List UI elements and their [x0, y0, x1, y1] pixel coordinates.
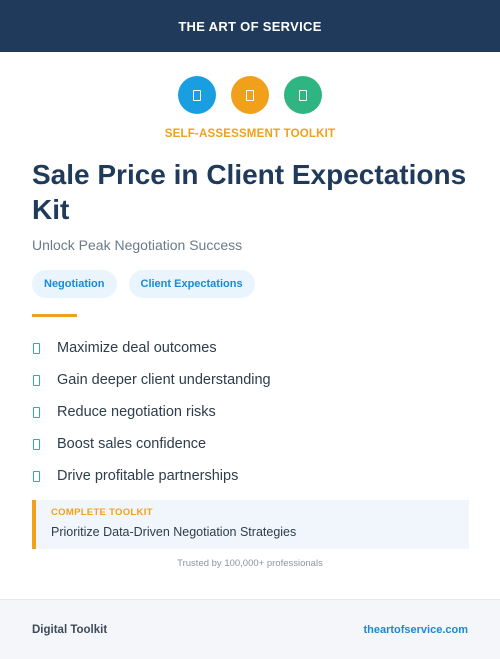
- list-item: Gain deeper client understanding: [32, 364, 271, 396]
- list-item: Reduce negotiation risks: [32, 396, 271, 428]
- check-icon: [33, 342, 40, 354]
- check-icon: [33, 438, 40, 450]
- eyebrow-label: SELF-ASSESSMENT TOOLKIT: [164, 128, 336, 140]
- callout-label: COMPLETE TOOLKIT: [51, 507, 153, 518]
- list-item: Boost sales confidence: [32, 428, 271, 460]
- footer-website-link[interactable]: theartofservice.com: [363, 623, 468, 636]
- site-header: THE ART OF SERVICE: [0, 0, 500, 52]
- toolkit-callout: COMPLETE TOOLKIT Prioritize Data-Driven …: [32, 500, 469, 549]
- accent-divider: [32, 314, 77, 317]
- tag-list: Negotiation Client Expectations: [32, 270, 255, 298]
- feature-icons: [0, 76, 500, 114]
- tag-negotiation[interactable]: Negotiation: [32, 270, 117, 298]
- footer-product-type: Digital Toolkit: [32, 623, 108, 636]
- check-icon: [33, 374, 40, 386]
- brand-name: THE ART OF SERVICE: [178, 18, 322, 34]
- tag-client-expectations[interactable]: Client Expectations: [128, 270, 255, 298]
- benefit-text: Drive profitable partnerships: [57, 468, 239, 484]
- list-item: Maximize deal outcomes: [32, 332, 271, 364]
- benefit-text: Reduce negotiation risks: [57, 404, 216, 420]
- trust-note: Trusted by 100,000+ professionals: [177, 558, 323, 569]
- site-footer: Digital Toolkit theartofservice.com: [0, 599, 500, 659]
- benefit-list: Maximize deal outcomes Gain deeper clien…: [32, 332, 271, 492]
- callout-text: Prioritize Data-Driven Negotiation Strat…: [51, 525, 297, 539]
- benefit-text: Gain deeper client understanding: [57, 372, 271, 388]
- check-icon: [33, 406, 40, 418]
- document-icon: [178, 76, 216, 114]
- page-subtitle: Unlock Peak Negotiation Success: [32, 237, 243, 253]
- list-item: Drive profitable partnerships: [32, 460, 271, 492]
- benefit-text: Maximize deal outcomes: [57, 340, 217, 356]
- clipboard-icon: [231, 76, 269, 114]
- page-title: Sale Price in Client Expectations Kit: [32, 159, 467, 225]
- benefit-text: Boost sales confidence: [57, 436, 207, 452]
- checklist-icon: [284, 76, 322, 114]
- check-icon: [33, 470, 40, 482]
